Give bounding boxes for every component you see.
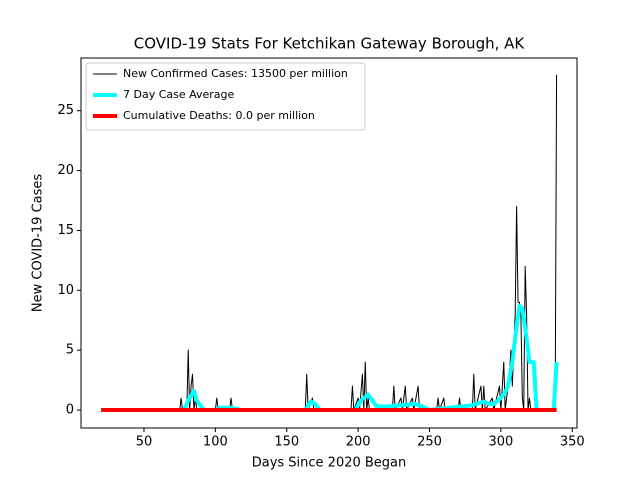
x-tick-label: 200 [346,435,371,450]
y-tick-label: 10 [57,283,74,298]
y-tick-label: 25 [57,103,74,118]
x-tick-label: 150 [274,435,299,450]
x-axis-label: Days Since 2020 Began [252,456,407,471]
y-tick-label: 20 [57,163,74,178]
legend: New Confirmed Cases: 13500 per million 7 … [85,62,366,131]
y-tick-label: 5 [66,343,74,358]
y-axis-label: New COVID-19 Cases [31,174,46,312]
chart-title: COVID-19 Stats For Ketchikan Gateway Bor… [134,35,526,53]
legend-label: Cumulative Deaths: 0.0 per million [123,109,315,122]
legend-box [85,62,366,131]
x-tick-label: 250 [417,435,442,450]
x-tick-label: 50 [136,435,153,450]
plot-frame [80,57,578,429]
y-tick-label: 0 [66,403,74,418]
x-tick-label: 100 [203,435,228,450]
x-tick-label: 300 [488,435,513,450]
y-tick-label: 15 [57,223,74,238]
legend-label: 7 Day Case Average [123,88,235,101]
x-tick-label: 350 [560,435,585,450]
legend-label: New Confirmed Cases: 13500 per million [123,67,348,80]
